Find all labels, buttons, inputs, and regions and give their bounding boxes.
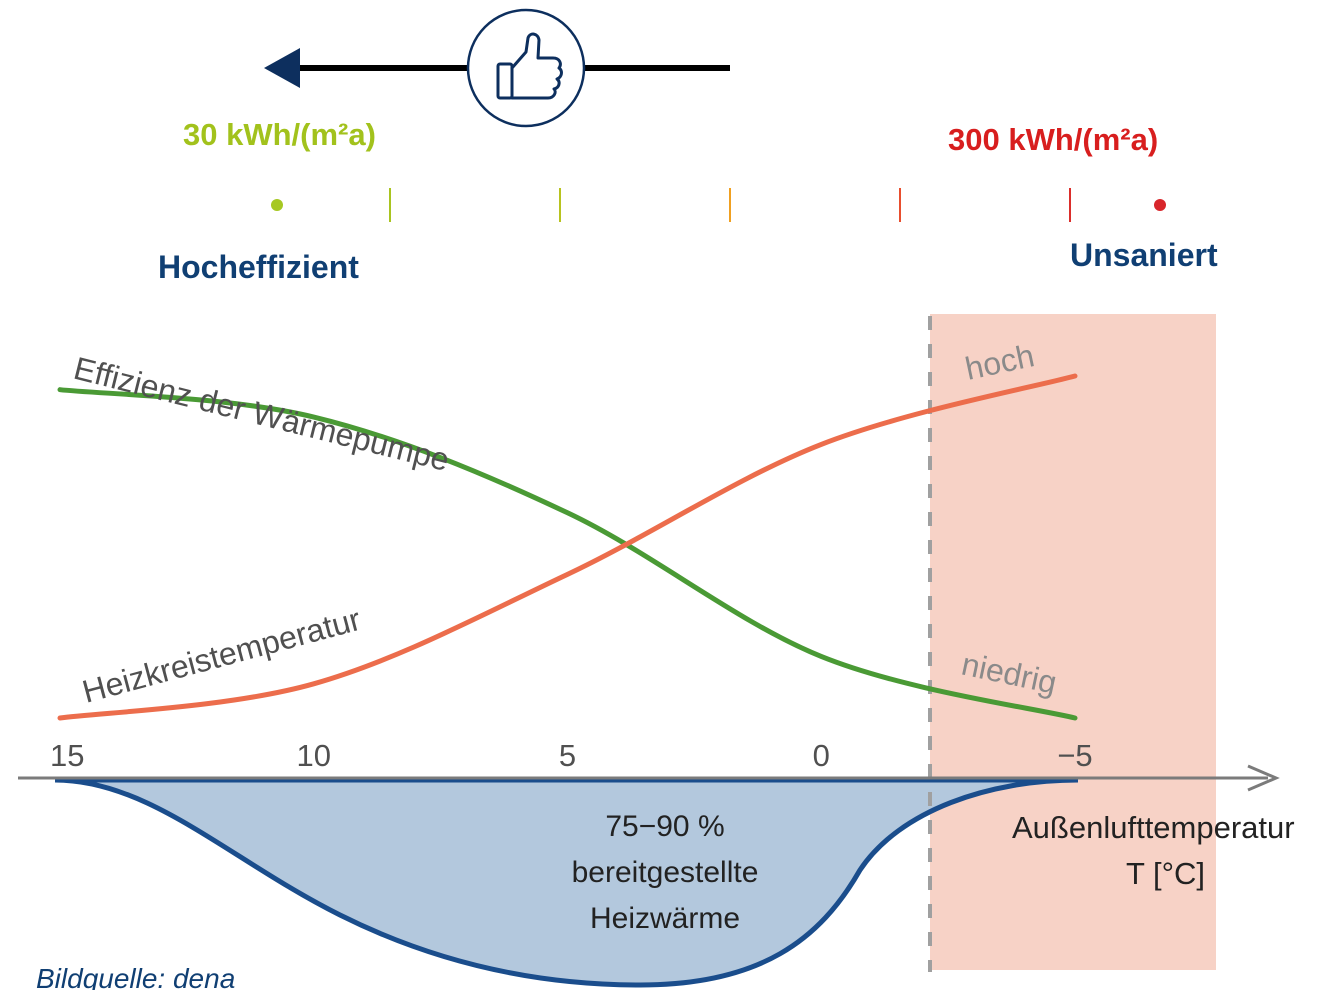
x-tick-label: 15 <box>50 738 84 773</box>
scale-start-dot <box>271 199 283 211</box>
x-tick-label: 10 <box>297 738 331 773</box>
provided-heat-area <box>55 780 1078 985</box>
thumbs-up-badge <box>468 10 584 126</box>
image-source: Bildquelle: dena <box>36 963 235 990</box>
scale-end-dot <box>1154 199 1166 211</box>
efficient-value: 30 kWh/(m²a) <box>183 117 376 152</box>
x-tick-label: 5 <box>559 738 576 773</box>
efficiency-series-label: Effizienz der Wärmepumpe <box>70 350 453 478</box>
x-axis-label: Außenlufttemperatur <box>1012 810 1295 845</box>
unrenovated-value: 300 kWh/(m²a) <box>948 122 1158 157</box>
efficiency-scale <box>271 188 1166 222</box>
heat-area-line3: Heizwärme <box>590 902 740 935</box>
left-arrow-icon <box>264 48 300 88</box>
x-tick-label: −5 <box>1057 738 1092 773</box>
x-axis-unit: T [°C] <box>1126 856 1205 891</box>
unrenovated-label: Unsaniert <box>1070 237 1218 273</box>
efficient-label: Hocheffizient <box>158 249 359 285</box>
x-tick-label: 0 <box>813 738 830 773</box>
heat-area-percent: 75−90 % <box>605 810 724 843</box>
heat-area-line2: bereitgestellte <box>572 856 759 889</box>
temperature-series-label: Heizkreistemperatur <box>78 601 364 710</box>
